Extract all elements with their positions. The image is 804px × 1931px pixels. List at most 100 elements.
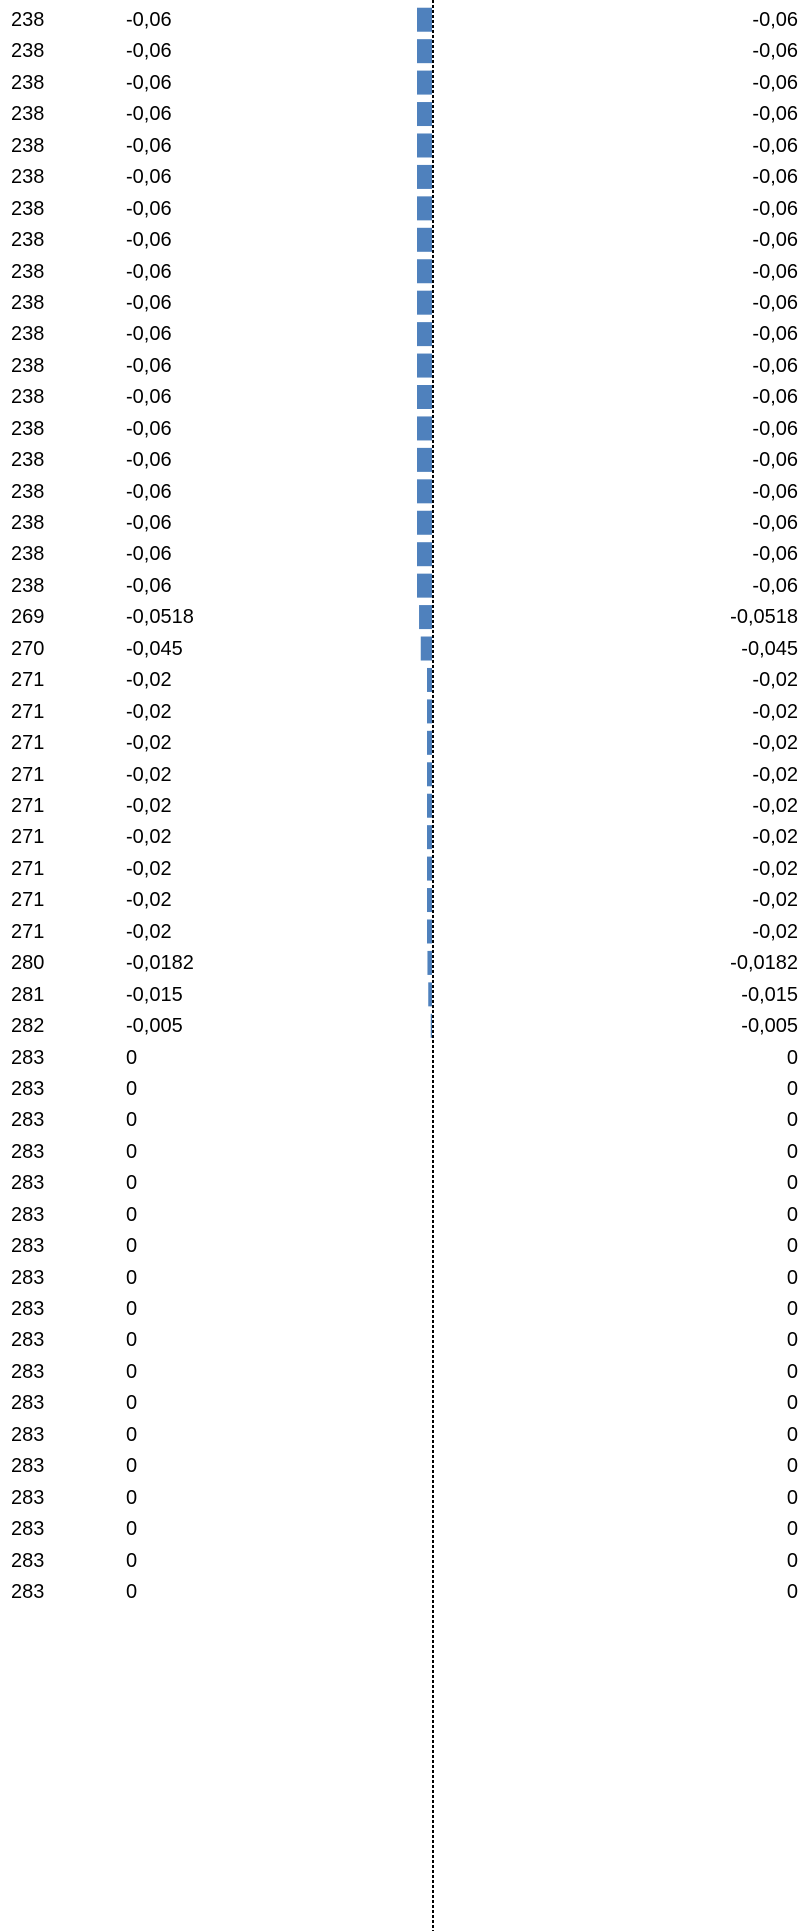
rank-cell: 271	[11, 669, 45, 692]
table-row: 271 -0,02 -0,02	[0, 790, 804, 821]
table-row: 238 -0,06 -0,06	[0, 35, 804, 66]
bar-data-label: 0	[786, 1046, 798, 1069]
rank-cell: 283	[11, 1266, 45, 1289]
value-cell: 0	[126, 1392, 138, 1415]
rank-cell: 283	[11, 1581, 45, 1603]
rank-cell: 238	[11, 574, 45, 597]
rank-cell: 238	[11, 260, 45, 283]
table-row: 238 -0,06 -0,06	[0, 193, 804, 224]
rank-cell: 238	[11, 291, 45, 314]
rank-cell: 283	[11, 1329, 45, 1352]
table-row: 283 0 0	[0, 1419, 804, 1450]
table-row: 238 -0,06 -0,06	[0, 538, 804, 569]
bar-data-label: -0,0182	[730, 952, 798, 975]
rank-cell: 283	[11, 1360, 45, 1383]
bar-data-label: -0,06	[752, 229, 798, 252]
value-cell: -0,02	[126, 700, 172, 723]
rank-cell: 238	[11, 40, 45, 63]
value-cell: 0	[126, 1455, 138, 1478]
rank-cell: 283	[11, 1109, 45, 1132]
rank-cell: 238	[11, 417, 45, 440]
bar-data-label: -0,02	[752, 857, 798, 880]
rank-cell: 271	[11, 889, 45, 912]
table-row: 283 0 0	[0, 1482, 804, 1513]
table-row: 238 -0,06 -0,06	[0, 67, 804, 98]
bar-data-label: -0,015	[741, 983, 798, 1006]
table-row: 283 0 0	[0, 1513, 804, 1544]
value-cell: -0,06	[126, 229, 172, 252]
table-row: 238 -0,06 -0,06	[0, 98, 804, 129]
value-cell: 0	[126, 1423, 138, 1446]
table-row: 283 0 0	[0, 1042, 804, 1073]
bar-data-label: -0,06	[752, 543, 798, 566]
bar-data-label: -0,045	[741, 637, 798, 660]
bar-data-label: -0,06	[752, 512, 798, 535]
rank-cell: 283	[11, 1172, 45, 1195]
table-row: 238 -0,06 -0,06	[0, 476, 804, 507]
rank-cell: 283	[11, 1392, 45, 1415]
rank-cell: 238	[11, 71, 45, 94]
table-row: 238 -0,06 -0,06	[0, 287, 804, 318]
bar-data-label: -0,06	[752, 260, 798, 283]
rank-cell: 271	[11, 795, 45, 817]
table-row: 271 -0,02 -0,02	[0, 696, 804, 727]
value-cell: 0	[126, 1203, 138, 1226]
bar-data-label: -0,02	[752, 669, 798, 692]
value-cell: -0,06	[126, 323, 172, 346]
bar-data-label: -0,02	[752, 889, 798, 912]
rank-cell: 280	[11, 952, 45, 975]
rank-cell: 283	[11, 1486, 45, 1509]
value-cell: -0,0182	[126, 952, 194, 975]
value-cell: 0	[126, 1266, 138, 1289]
table-row: 238 -0,06 -0,06	[0, 4, 804, 35]
rank-cell: 238	[11, 166, 45, 189]
value-cell: -0,02	[126, 857, 172, 880]
table-row: 271 -0,02 -0,02	[0, 853, 804, 884]
bar-data-label: -0,06	[752, 40, 798, 63]
table-row: 238 -0,06 -0,06	[0, 350, 804, 381]
bar-data-label: 0	[786, 1172, 798, 1195]
rank-cell: 238	[11, 103, 45, 126]
value-cell: -0,06	[126, 166, 172, 189]
bar-data-label: 0	[786, 1203, 798, 1226]
table-row: 271 -0,02 -0,02	[0, 727, 804, 758]
value-cell: -0,06	[126, 512, 172, 535]
value-cell: 0	[126, 1298, 138, 1321]
bar-data-label: 0	[786, 1423, 798, 1446]
rank-cell: 238	[11, 197, 45, 220]
rank-cell: 271	[11, 920, 45, 943]
table-row: 283 0 0	[0, 1293, 804, 1324]
bar-data-label: -0,02	[752, 700, 798, 723]
bar-data-label: 0	[786, 1077, 798, 1100]
table-row: 238 -0,06 -0,06	[0, 381, 804, 412]
table-row: 271 -0,02 -0,02	[0, 821, 804, 852]
value-cell: -0,06	[126, 103, 172, 126]
rank-cell: 238	[11, 386, 45, 409]
value-cell: 0	[126, 1549, 138, 1572]
value-cell: -0,06	[126, 417, 172, 440]
value-cell: 0	[126, 1235, 138, 1258]
rank-cell: 281	[11, 983, 45, 1006]
rank-cell: 283	[11, 1298, 45, 1321]
bar-data-label: -0,06	[752, 197, 798, 220]
table-row: 271 -0,02 -0,02	[0, 759, 804, 790]
bar-data-label: -0,06	[752, 166, 798, 189]
bar-data-label: -0,02	[752, 826, 798, 849]
rank-cell: 283	[11, 1140, 45, 1163]
bar-data-label: 0	[786, 1235, 798, 1258]
table-row: 283 0 0	[0, 1167, 804, 1198]
bar-data-label: 0	[786, 1581, 798, 1603]
bar-data-label: -0,06	[752, 103, 798, 126]
table-row: 238 -0,06 -0,06	[0, 444, 804, 475]
table-row: 283 0 0	[0, 1104, 804, 1135]
rank-cell: 283	[11, 1455, 45, 1478]
bar-data-label: 0	[786, 1392, 798, 1415]
value-cell: 0	[126, 1172, 138, 1195]
value-cell: -0,06	[126, 543, 172, 566]
value-cell: 0	[126, 1077, 138, 1100]
table-row: 238 -0,06 -0,06	[0, 130, 804, 161]
table-row: 280 -0,0182 -0,0182	[0, 947, 804, 978]
value-cell: -0,06	[126, 354, 172, 377]
rank-cell: 238	[11, 9, 45, 31]
bar-data-label: 0	[786, 1455, 798, 1478]
